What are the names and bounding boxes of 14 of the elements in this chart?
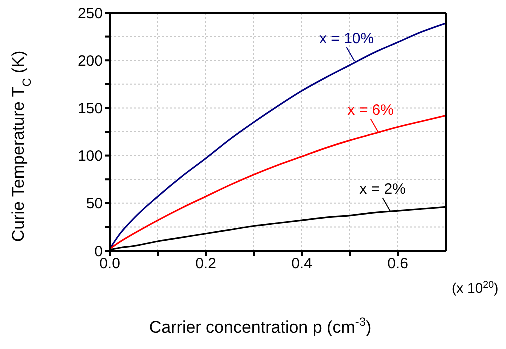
y-tick-label: 150 bbox=[78, 100, 103, 118]
y-tick-label: 50 bbox=[86, 196, 103, 213]
y-tick-label: 100 bbox=[78, 148, 103, 166]
x-axis-title: Carrier concentration p (cm$^{-3}$) bbox=[149, 315, 372, 337]
annotation: x = 10% bbox=[319, 30, 374, 48]
annotation: x = 6% bbox=[348, 102, 394, 119]
x-tick-label: 0.6 bbox=[388, 256, 408, 273]
y-tick-label: 250 bbox=[78, 5, 103, 22]
annotation: x = 2% bbox=[360, 180, 406, 198]
text: (x 10$^{20}$) bbox=[452, 280, 499, 296]
x-tick-label: 0.2 bbox=[196, 256, 216, 273]
x-tick-label: 0.4 bbox=[292, 256, 312, 273]
x-tick-label: 0.0 bbox=[100, 256, 120, 273]
y-tick-label: 200 bbox=[78, 52, 103, 70]
